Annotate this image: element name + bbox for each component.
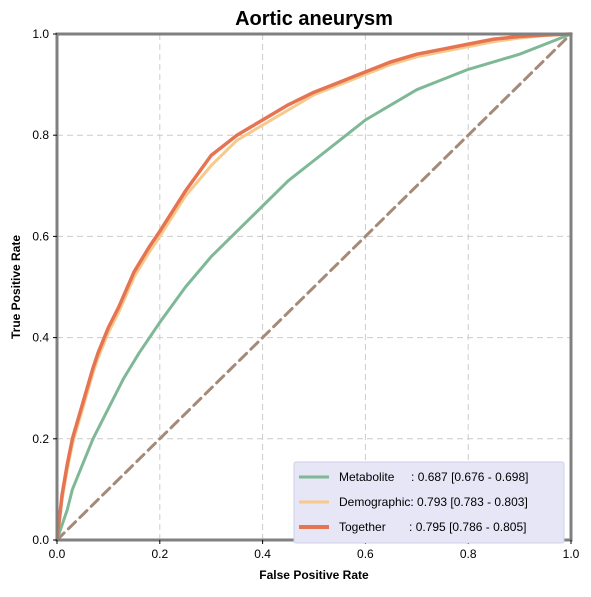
y-tick-label: 0.0 [32, 533, 49, 547]
legend-label-together: Together : 0.795 [0.786 - 0.805] [339, 520, 526, 534]
legend-label-metabolite: Metabolite : 0.687 [0.676 - 0.698] [339, 470, 528, 484]
legend-label-demographic: Demographic: 0.793 [0.783 - 0.803] [339, 495, 528, 509]
x-axis-label: False Positive Rate [259, 568, 369, 582]
x-tick-label: 0.4 [254, 547, 271, 561]
x-tick-label: 0.2 [151, 547, 168, 561]
y-tick-label: 0.6 [32, 229, 49, 243]
y-tick-label: 0.8 [32, 128, 49, 142]
y-tick-label: 0.2 [32, 432, 49, 446]
x-tick-label: 1.0 [563, 547, 580, 561]
y-axis-label: True Positive Rate [9, 235, 23, 339]
x-tick-label: 0.0 [49, 547, 66, 561]
x-tick-label: 0.6 [357, 547, 374, 561]
y-tick-label: 0.4 [32, 331, 49, 345]
chart-title: Aortic aneurysm [235, 8, 393, 30]
legend: Metabolite : 0.687 [0.676 - 0.698] Demogr… [294, 462, 564, 543]
x-tick-label: 0.8 [460, 547, 477, 561]
y-tick-label: 1.0 [32, 27, 49, 41]
